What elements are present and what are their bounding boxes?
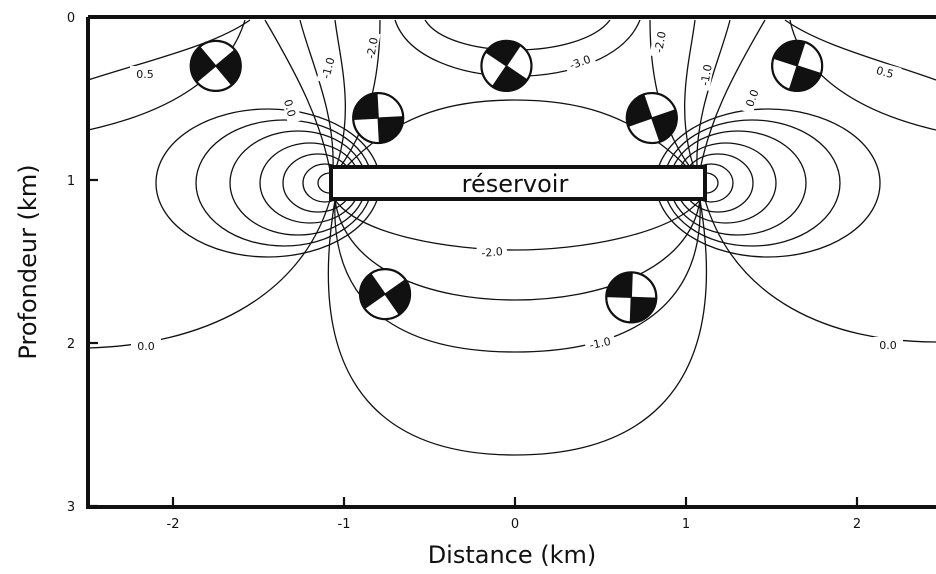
svg-text:-1.0: -1.0 [698,63,715,86]
svg-text:-2.0: -2.0 [481,245,504,260]
focal-mechanism-ball [480,39,533,93]
y-tick: 3 [67,500,98,515]
focal-mechanism-ball [189,39,242,93]
x-axis-label: Distance (km) [428,541,597,569]
focal-mechanism-ball [771,39,824,93]
focal-mechanisms [189,39,824,324]
svg-text:-1.0: -1.0 [319,56,337,80]
contour-label: -2.0 [361,31,381,64]
y-tick-label: 0 [67,11,75,26]
contour-label: -1.0 [583,332,616,352]
svg-text:-3.0: -3.0 [568,53,593,73]
x-tick-label: -2 [167,517,180,532]
y-tick: 0 [67,11,98,26]
focal-mechanism-ball [358,268,412,321]
y-axis-ticks: 0 1 2 3 [67,11,98,515]
x-tick: 0 [511,497,519,532]
y-tick-label: 1 [67,174,75,189]
contour-label: 0.0 [131,338,161,353]
y-tick-label: 2 [67,337,75,352]
x-tick-label: 0 [511,517,519,532]
x-tick-label: 1 [682,517,690,532]
x-tick-label: 2 [853,517,861,532]
contour-label: 0.5 [868,60,902,82]
contour-label: -1.0 [695,58,715,91]
contour-label: -2.0 [476,242,508,260]
svg-text:-1.0: -1.0 [588,335,612,352]
x-tick: 2 [853,497,861,532]
focal-mechanism-ball [625,91,678,145]
y-axis-label: Profondeur (km) [14,164,42,359]
focal-mechanism-ball [352,91,405,145]
svg-text:-2.0: -2.0 [652,30,669,53]
contour-label: -1.0 [316,51,338,85]
x-tick: -2 [167,497,180,532]
contour-labels: 0.5 -1.0 -2.0 -3.0 -2.0 -1.0 0.5 0.0 0.0 -2.0 -1.0… [130,25,903,353]
x-tick-label: -1 [338,517,351,532]
contour-label: 0.0 [739,81,763,115]
svg-text:0.0: 0.0 [743,88,761,109]
svg-text:0.0: 0.0 [879,339,897,352]
svg-text:0.0: 0.0 [137,340,155,353]
contour-label: -3.0 [563,49,597,73]
svg-text:0.5: 0.5 [875,64,895,81]
contour-label: -2.0 [649,25,669,58]
reservoir-box [329,165,707,201]
contour-label: 0.0 [873,337,903,352]
y-tick: 1 [67,174,98,189]
reservoir-label: réservoir [462,170,569,198]
x-tick: -1 [338,497,351,532]
contour-label: 0.5 [130,66,160,81]
svg-text:0.5: 0.5 [136,68,154,81]
focal-mechanism-ball [605,271,658,324]
svg-text:-2.0: -2.0 [364,36,381,59]
svg-text:0.0: 0.0 [281,98,298,118]
y-tick-label: 3 [67,500,75,515]
x-tick: 1 [682,497,690,532]
y-tick: 2 [67,337,98,352]
x-axis-ticks: -2 -1 0 1 2 [167,497,861,532]
contour-label: 0.0 [280,91,302,125]
